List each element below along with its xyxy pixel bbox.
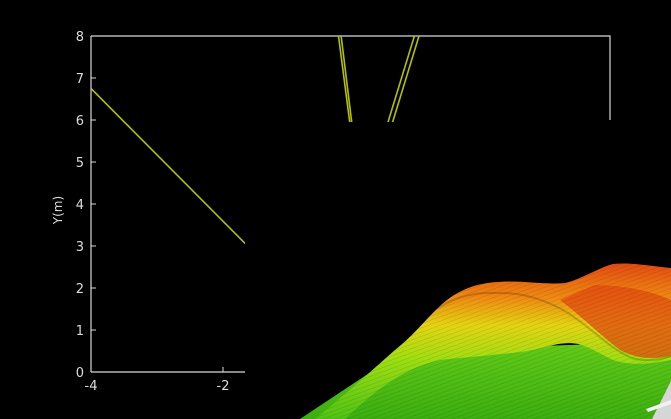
x-tick-label: -4 <box>85 379 98 394</box>
y-tick-label: 8 <box>76 30 84 45</box>
y-axis-ticks: 0 1 2 3 4 5 6 7 8 <box>76 30 96 381</box>
y-tick-label: 0 <box>76 366 84 381</box>
y-tick-label: 4 <box>76 198 84 213</box>
series-line-5 <box>391 36 420 123</box>
y-tick-label: 5 <box>76 156 84 171</box>
series-line-4 <box>387 36 416 123</box>
series-line-1 <box>91 87 257 255</box>
vehicle-highlight <box>646 400 671 412</box>
terrain-mesh <box>315 263 671 419</box>
y-tick-label: 3 <box>76 240 84 255</box>
vehicle-marker <box>652 381 671 419</box>
series-line-2 <box>337 36 351 123</box>
terrain-render <box>300 263 671 419</box>
y-tick-label: 1 <box>76 324 84 339</box>
y-tick-label: 2 <box>76 282 84 297</box>
series-line-3 <box>340 36 353 123</box>
y-tick-label: 6 <box>76 114 84 129</box>
series-layer <box>91 36 420 255</box>
x-axis-ticks: -4 -2 <box>85 367 230 394</box>
y-axis-label: Y(m) <box>51 196 65 225</box>
x-tick-label: -2 <box>217 379 230 394</box>
y-tick-label: 7 <box>76 72 84 87</box>
